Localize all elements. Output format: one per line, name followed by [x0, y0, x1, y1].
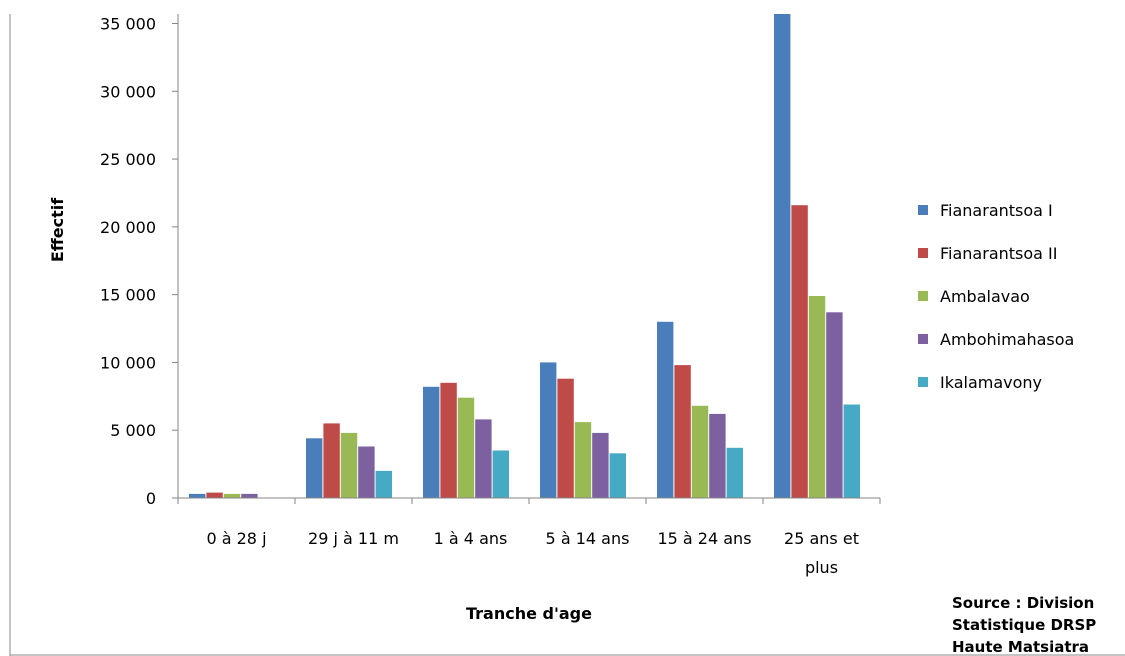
- bar-fianarantsoa-i-2: [423, 386, 440, 498]
- x-axis-ticks: 0 à 28 j 29 j à 11 m 1 à 4 ans 5 à 14 ans 15…: [177, 498, 881, 577]
- bar-ikalamavony-1: [375, 470, 392, 498]
- bar-ambohimahasoa-2: [475, 419, 492, 498]
- bar-ambohimahasoa-1: [358, 446, 375, 498]
- legend-swatch: [918, 291, 928, 301]
- y-tick-label: 20 000: [100, 218, 156, 237]
- x-axis-title: Tranche d'age: [466, 604, 592, 623]
- bar-fianarantsoa-i-5: [774, 14, 791, 498]
- bar-ambalavao-2: [457, 397, 475, 498]
- source-line-2: Statistique DRSP: [952, 616, 1097, 634]
- bar-fianarantsoa-ii-3: [557, 378, 574, 498]
- legend-label: Ambohimahasoa: [940, 330, 1074, 349]
- y-tick-label: 10 000: [100, 353, 156, 372]
- legend: Fianarantsoa I Fianarantsoa II Ambalavao Am…: [918, 201, 1074, 392]
- legend-label: Ambalavao: [940, 287, 1030, 306]
- bar-ambohimahasoa-3: [592, 432, 609, 498]
- legend-swatch: [918, 248, 928, 258]
- y-tick-label: 30 000: [100, 82, 156, 101]
- bars: [189, 14, 860, 498]
- bar-ambohimahasoa-5: [826, 312, 843, 498]
- x-tick-label: 15 à 24 ans: [657, 529, 751, 548]
- x-tick-label: 25 ans et: [784, 529, 859, 548]
- source-note: Source : Division Statistique DRSP Haute…: [952, 592, 1122, 656]
- y-tick-label: 25 000: [100, 150, 156, 169]
- bar-fianarantsoa-i-0: [189, 493, 206, 498]
- bar-fianarantsoa-ii-2: [440, 382, 457, 498]
- source-line-3: Haute Matsiatra: [952, 638, 1090, 656]
- bar-ikalamavony-4: [726, 447, 743, 498]
- legend-swatch: [918, 205, 928, 215]
- bar-fianarantsoa-i-4: [657, 321, 674, 498]
- bar-ikalamavony-2: [492, 450, 509, 498]
- bar-ikalamavony-3: [609, 453, 626, 498]
- legend-label: Ikalamavony: [940, 373, 1042, 392]
- y-tick-label: 15 000: [100, 286, 156, 305]
- bar-ambalavao-0: [223, 493, 241, 498]
- bar-fianarantsoa-ii-4: [674, 365, 691, 498]
- x-tick-label: 0 à 28 j: [206, 529, 266, 548]
- x-tick-label: 1 à 4 ans: [434, 529, 508, 548]
- bar-fianarantsoa-ii-0: [206, 492, 223, 498]
- x-tick-label: 29 j à 11 m: [308, 529, 399, 548]
- legend-swatch: [918, 377, 928, 387]
- legend-label: Fianarantsoa I: [940, 201, 1053, 220]
- bar-ambohimahasoa-4: [709, 413, 726, 498]
- bar-ambalavao-3: [574, 422, 592, 498]
- y-tick-label: 0: [146, 489, 156, 508]
- legend-swatch: [918, 334, 928, 344]
- y-axis-title: Effectif: [48, 197, 67, 262]
- y-tick-label: 5 000: [110, 421, 156, 440]
- y-tick-label: 35 000: [100, 14, 156, 33]
- x-tick-label: 5 à 14 ans: [546, 529, 630, 548]
- bar-ambalavao-5: [808, 296, 826, 498]
- legend-label: Fianarantsoa II: [940, 244, 1057, 263]
- source-line-1: Source : Division: [952, 594, 1095, 612]
- bar-fianarantsoa-ii-5: [791, 205, 808, 498]
- bar-ambohimahasoa-0: [241, 493, 258, 498]
- bar-ikalamavony-5: [843, 404, 860, 498]
- bar-ambalavao-4: [691, 405, 709, 498]
- bar-fianarantsoa-i-3: [540, 362, 557, 498]
- y-axis-ticks: 0 5 000 10 000 15 000 20 000 25 000 30 000 35 0…: [100, 14, 178, 508]
- x-tick-label: plus: [805, 558, 838, 577]
- bar-ambalavao-1: [340, 432, 358, 498]
- bar-fianarantsoa-i-1: [306, 438, 323, 498]
- bar-fianarantsoa-ii-1: [323, 423, 340, 498]
